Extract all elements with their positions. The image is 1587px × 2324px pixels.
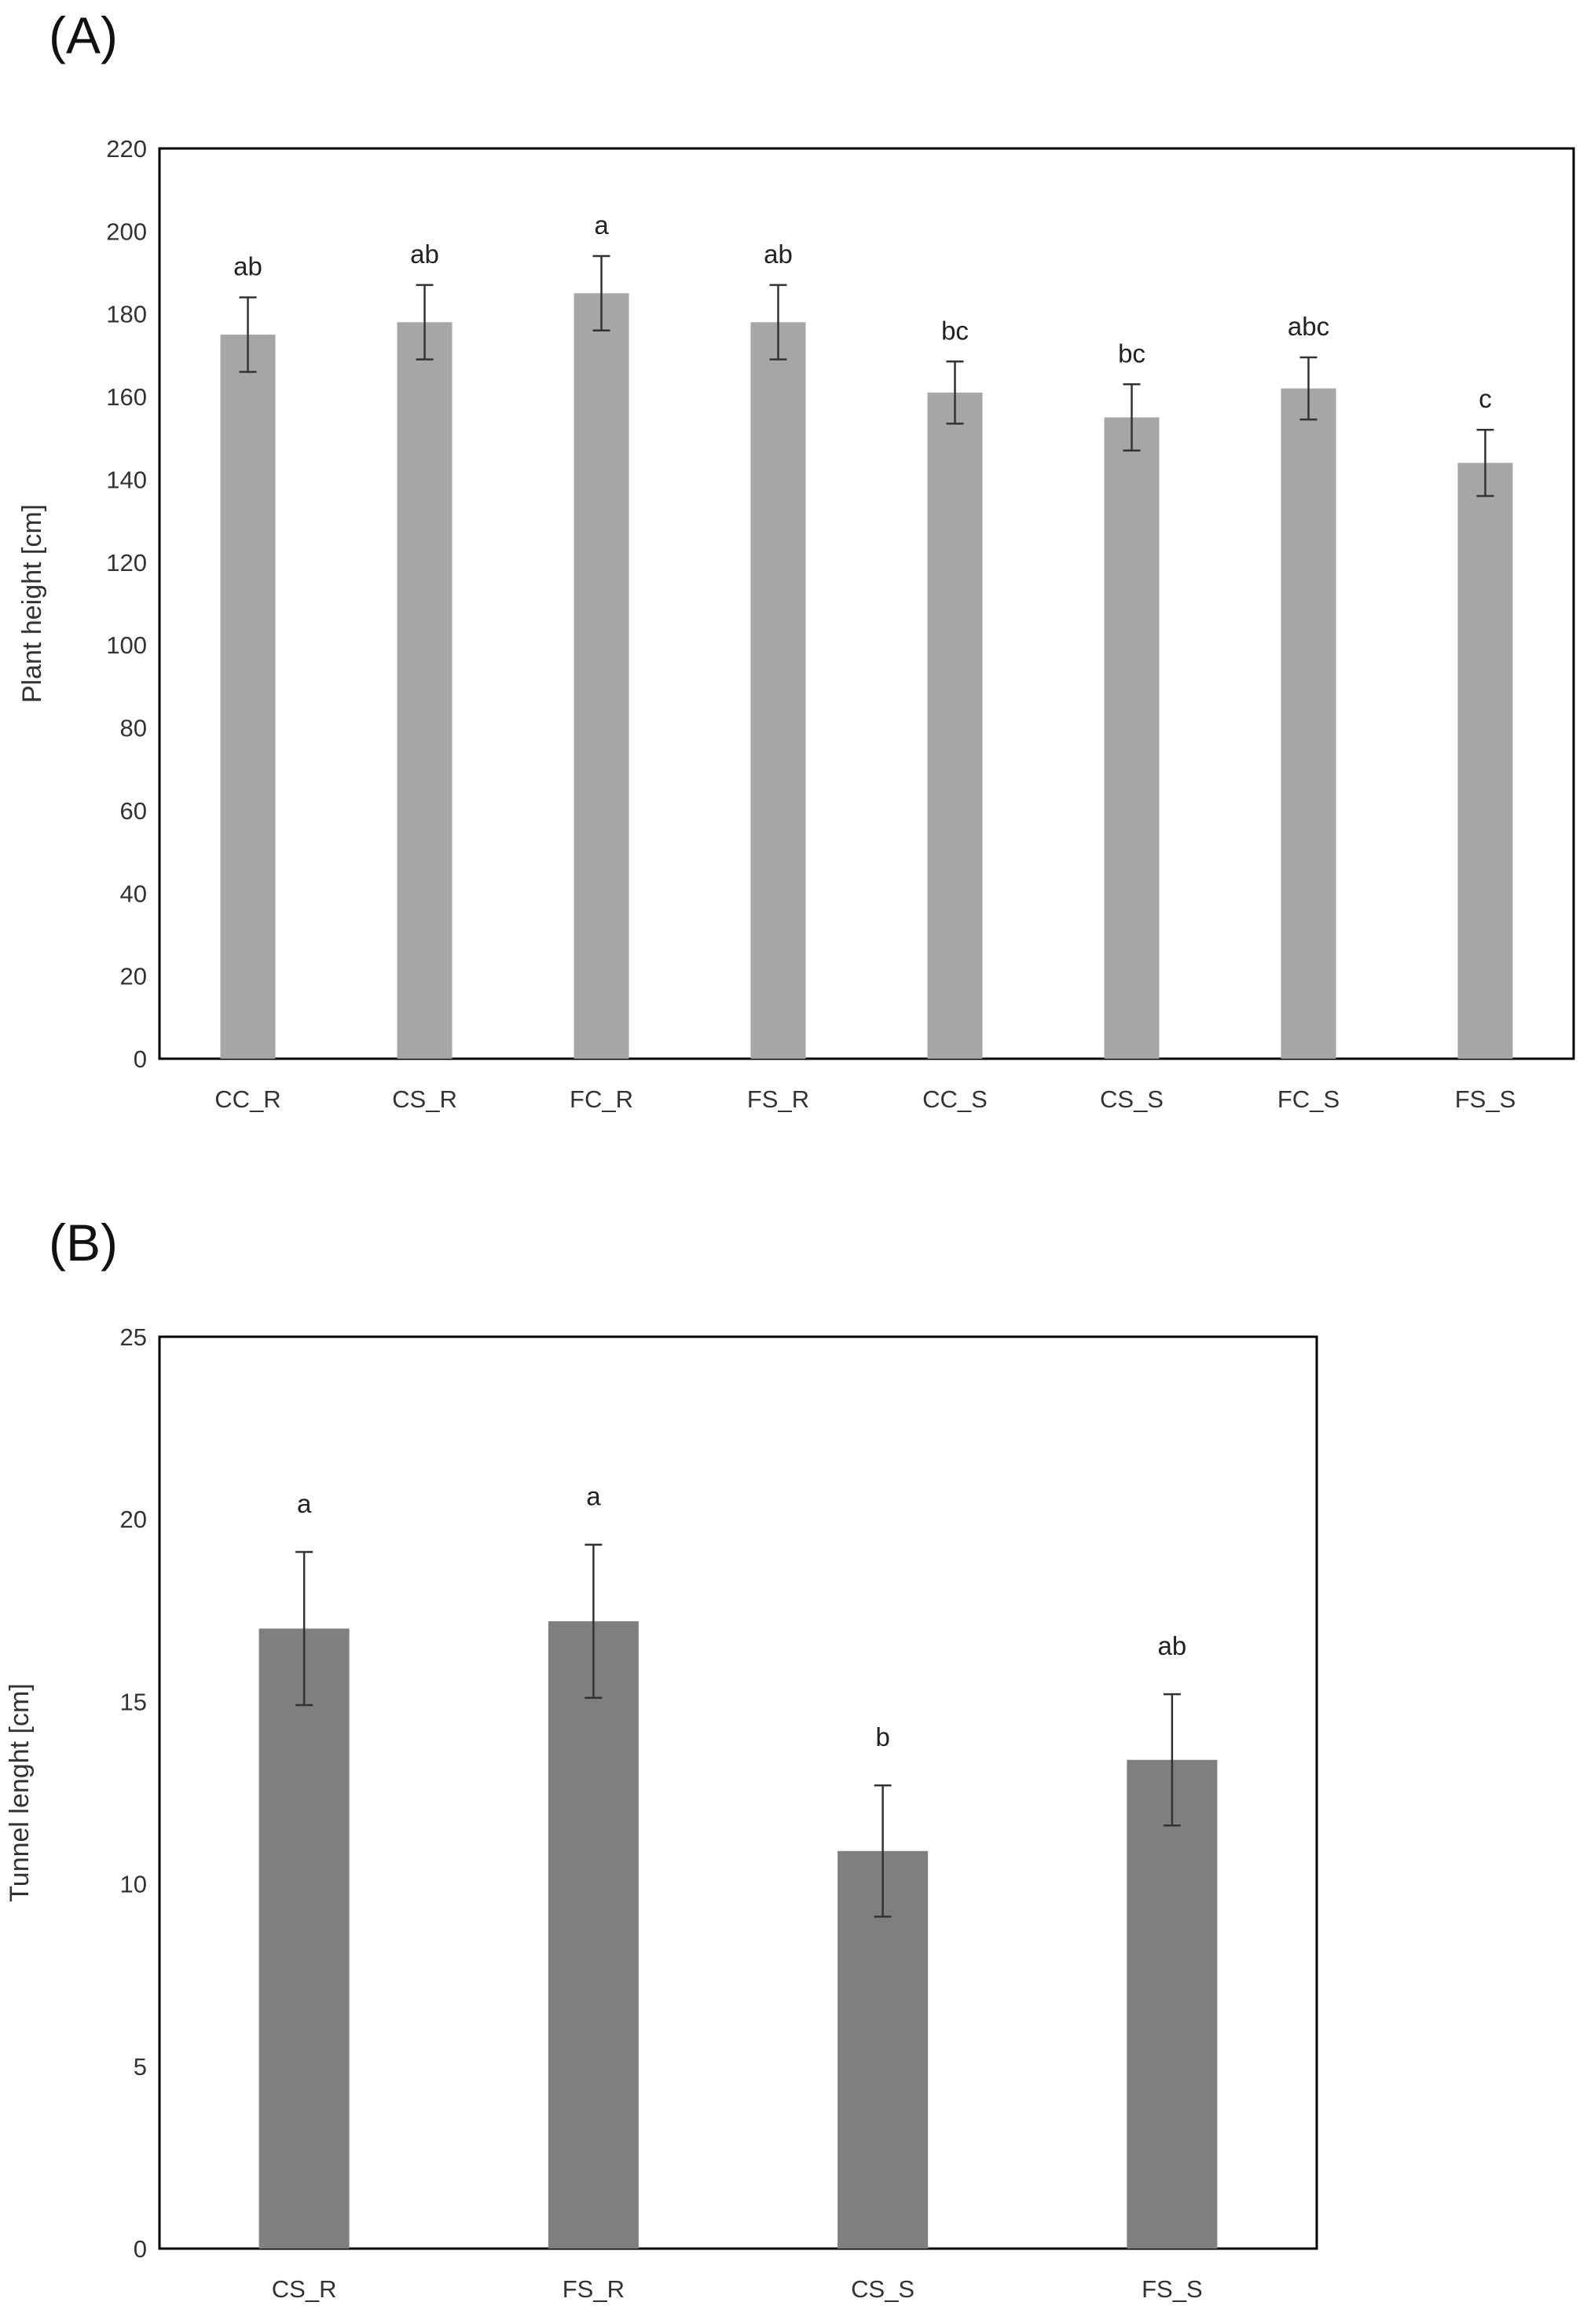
- y-tick-label: 60: [120, 797, 147, 825]
- significance-letter: bc: [1118, 339, 1145, 368]
- significance-letter: ab: [1158, 1631, 1187, 1660]
- x-tick-label: CS_S: [1100, 1085, 1164, 1113]
- x-tick-label: CS_R: [272, 2275, 337, 2303]
- x-tick-label: CS_S: [851, 2275, 914, 2303]
- significance-letter: bc: [941, 316, 969, 345]
- bar: [1457, 463, 1513, 1059]
- bar: [1281, 388, 1336, 1059]
- x-tick-label: FC_R: [570, 1085, 633, 1113]
- x-tick-label: FS_S: [1142, 2275, 1203, 2303]
- significance-letter: ab: [764, 240, 793, 269]
- y-tick-label: 160: [106, 383, 147, 411]
- significance-letter: ab: [410, 240, 439, 269]
- y-tick-label: 200: [106, 218, 147, 245]
- y-tick-label: 40: [120, 880, 147, 907]
- plot-frame: [158, 147, 1575, 1060]
- y-tick-label: 20: [120, 963, 147, 990]
- significance-letter: a: [586, 1482, 601, 1511]
- x-tick-label: CC_R: [214, 1085, 280, 1113]
- significance-letter: c: [1479, 384, 1492, 413]
- panel-a-label: (A): [49, 6, 118, 64]
- x-tick-label: FS_R: [747, 1085, 809, 1113]
- y-tick-label: 140: [106, 466, 147, 493]
- y-tick-label: 0: [134, 2235, 147, 2263]
- significance-letter: ab: [233, 252, 262, 281]
- plot-frame: [158, 1335, 1318, 2250]
- bar: [927, 392, 983, 1059]
- y-tick-label: 15: [120, 1688, 147, 1715]
- bar: [258, 1628, 350, 2249]
- x-tick-label: FS_R: [563, 2275, 625, 2303]
- significance-letter: abc: [1288, 312, 1329, 341]
- y-tick-label: 20: [120, 1506, 147, 1533]
- y-tick-label: 25: [120, 1323, 147, 1351]
- y-axis-title: Tunnel lenght [cm]: [5, 1683, 35, 1901]
- significance-letter: a: [594, 210, 609, 240]
- y-axis-title: Plant height [cm]: [17, 504, 47, 703]
- panel-b-label: (B): [49, 1213, 118, 1272]
- y-tick-label: 10: [120, 1871, 147, 1898]
- y-tick-label: 220: [106, 135, 147, 163]
- chart-b-tunnel-length: 0 5 10 15 20 25 Tunnel lenght [cm] a CS_R a FS_R b C…: [5, 1323, 1318, 2303]
- bar: [574, 293, 629, 1059]
- y-tick-label: 180: [106, 301, 147, 328]
- x-tick-label: CS_R: [392, 1085, 457, 1113]
- bar: [750, 322, 806, 1059]
- y-tick-label: 120: [106, 549, 147, 576]
- bar: [397, 322, 453, 1059]
- significance-letter: a: [297, 1489, 312, 1518]
- bar: [548, 1621, 639, 2249]
- x-tick-label: CC_S: [922, 1085, 988, 1113]
- y-tick-label: 80: [120, 715, 147, 742]
- bar: [1127, 1759, 1218, 2249]
- significance-letter: b: [875, 1722, 889, 1751]
- chart-a-plant-height: 0 20 40 60 80 100 120 140 160 180 200 220 Plant heig…: [17, 135, 1575, 1113]
- y-tick-label: 0: [134, 1045, 147, 1073]
- x-tick-label: FS_S: [1455, 1085, 1516, 1113]
- x-tick-label: FC_S: [1277, 1085, 1340, 1113]
- bar: [220, 335, 276, 1059]
- y-tick-label: 5: [134, 2053, 147, 2081]
- y-tick-label: 100: [106, 631, 147, 659]
- bar: [1104, 417, 1160, 1059]
